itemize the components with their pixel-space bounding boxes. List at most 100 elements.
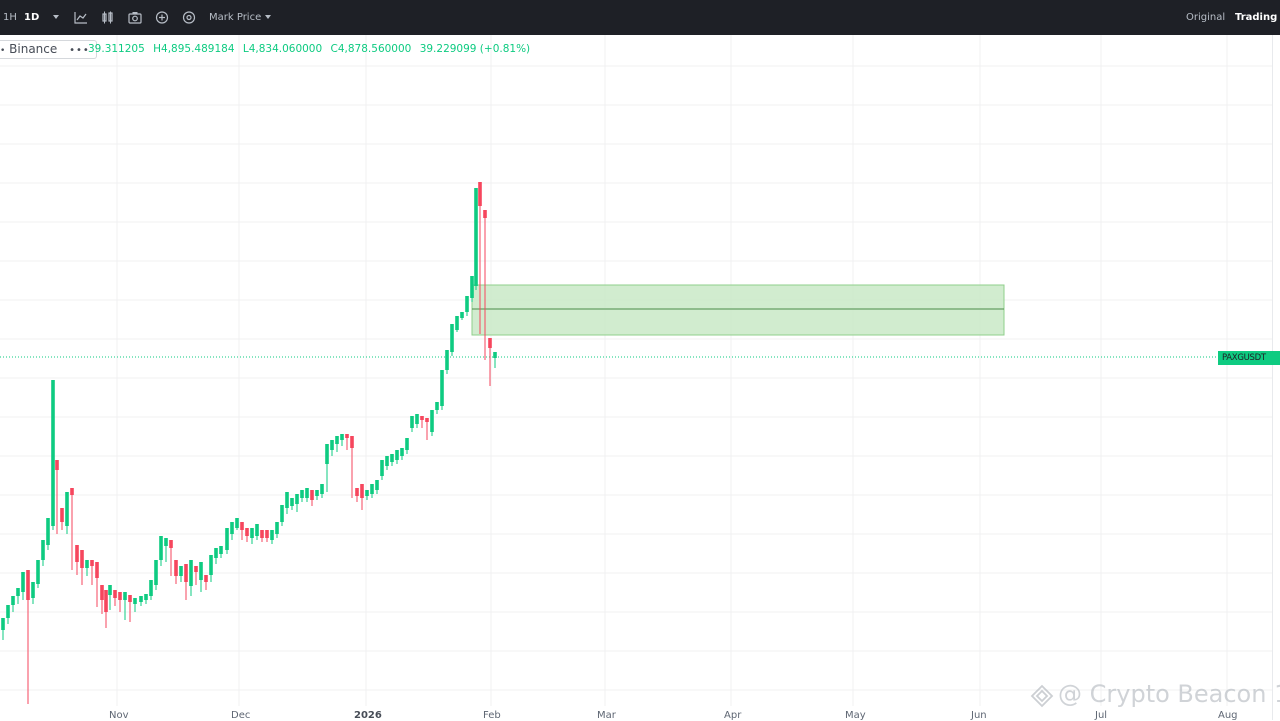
candle-body xyxy=(255,524,259,536)
view-original-tab[interactable]: Original xyxy=(1186,12,1226,23)
candle-body xyxy=(450,324,454,352)
indicators-icon[interactable] xyxy=(101,11,115,24)
candle-body xyxy=(123,592,127,600)
candle-body xyxy=(230,522,234,534)
legend-high: H4,895.489184 xyxy=(153,43,235,55)
candle-body xyxy=(144,594,148,600)
candle-body xyxy=(270,530,274,540)
candle-body xyxy=(345,434,349,438)
candle-body xyxy=(100,585,104,600)
candle-body xyxy=(315,490,319,496)
screenshot-icon[interactable] xyxy=(128,11,142,24)
x-axis-label: May xyxy=(845,710,866,721)
candle-body xyxy=(350,436,354,448)
candle-body xyxy=(6,605,10,618)
candle-body xyxy=(460,312,464,318)
candle-body xyxy=(335,436,339,444)
candle-body xyxy=(483,210,487,218)
x-axis-label: Dec xyxy=(231,710,251,721)
candle-body xyxy=(164,538,168,546)
zone-box xyxy=(471,284,1005,336)
candle-body xyxy=(80,550,84,568)
x-axis-label: Aug xyxy=(1218,710,1238,721)
candle-body xyxy=(380,460,384,476)
x-axis-label: Feb xyxy=(483,710,501,721)
candle-body xyxy=(65,492,69,526)
candle-body xyxy=(46,518,50,545)
candle-body xyxy=(320,484,324,494)
x-axis-label: Jul xyxy=(1095,710,1108,721)
candle-body xyxy=(118,592,122,600)
legend-open: 39.311205 xyxy=(88,43,145,55)
candle-body xyxy=(300,490,304,498)
candle-body xyxy=(425,418,429,422)
candle-body xyxy=(31,582,35,598)
candle-body xyxy=(435,402,439,410)
price-type-select[interactable]: Mark Price xyxy=(209,0,272,35)
chevron-down-icon xyxy=(53,15,59,19)
candle-body xyxy=(440,370,444,406)
candle-body xyxy=(174,560,178,576)
candle-body xyxy=(385,456,389,466)
candle-body xyxy=(21,572,25,592)
candle-body xyxy=(370,484,374,494)
candle-body xyxy=(204,575,208,582)
candle-body xyxy=(11,596,15,605)
candle-body xyxy=(75,545,79,562)
candle-body xyxy=(355,488,359,496)
view-tradingview-tab[interactable]: Trading Vi xyxy=(1235,12,1280,23)
candle-body xyxy=(390,454,394,462)
add-icon[interactable] xyxy=(155,11,169,24)
symbol-price-tag: PAXGUSDT xyxy=(1218,351,1280,365)
candle-body xyxy=(395,450,399,460)
candle-body xyxy=(184,564,188,582)
candle-body xyxy=(104,590,108,612)
candle-body xyxy=(139,596,143,602)
interval-1d[interactable]: 1D xyxy=(24,12,40,23)
candle-body xyxy=(405,438,409,450)
interval-1h[interactable]: 1H xyxy=(3,12,17,23)
price-chart[interactable] xyxy=(0,35,1280,720)
candle-body xyxy=(260,530,264,538)
ohlc-legend: 39.311205 H4,895.489184 L4,834.060000 C4… xyxy=(88,43,535,55)
candle-body xyxy=(133,598,137,604)
candle-body xyxy=(265,530,269,538)
candle-body xyxy=(41,540,45,560)
candle-body xyxy=(250,528,254,538)
candle-body xyxy=(169,540,173,548)
candle-body xyxy=(325,444,329,464)
settings-icon[interactable] xyxy=(182,11,196,24)
candle-body xyxy=(275,522,279,534)
x-axis-label: Nov xyxy=(109,710,129,721)
candle-body xyxy=(154,560,158,585)
candle-body xyxy=(245,528,249,536)
candle-body xyxy=(16,588,20,596)
candle-body xyxy=(60,508,64,522)
price-scale[interactable] xyxy=(1272,35,1280,720)
candle-body xyxy=(415,414,419,424)
candle-body xyxy=(455,316,459,330)
candle-body xyxy=(400,448,404,456)
watermark-text: @ Crypto Beacon 1 xyxy=(1058,680,1280,708)
exchange-chip[interactable]: • Binance ••• xyxy=(0,40,97,59)
candle-body xyxy=(420,416,424,420)
candle-body xyxy=(1,618,5,630)
candle-body xyxy=(85,560,89,568)
candle-body xyxy=(70,488,74,495)
candle-body xyxy=(225,528,229,550)
chart-type-icon[interactable] xyxy=(74,11,88,24)
candle-body xyxy=(194,566,198,572)
candle-body xyxy=(179,566,183,576)
candle-body xyxy=(375,480,379,490)
candle-body xyxy=(240,522,244,530)
candle-body xyxy=(113,590,117,598)
candle-body xyxy=(209,555,213,575)
candle-body xyxy=(55,460,59,470)
candle-body xyxy=(189,560,193,586)
candle-body xyxy=(214,548,218,558)
more-options-icon[interactable]: ••• xyxy=(69,45,90,56)
price-type-label: Mark Price xyxy=(209,12,262,23)
candle-body xyxy=(159,536,163,560)
interval-dropdown[interactable] xyxy=(49,0,59,35)
watermark-logo-icon xyxy=(1030,684,1054,708)
